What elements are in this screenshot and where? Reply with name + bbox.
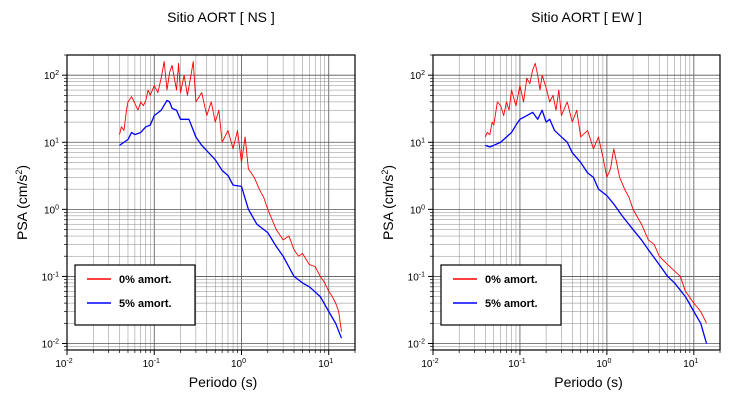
y-axis-label: PSA (cm/s2) — [380, 165, 396, 240]
x-tick-label: 10-1 — [143, 358, 160, 370]
legend-label: 5% amort. — [119, 298, 172, 310]
plot-frame — [66, 54, 356, 351]
x-axis-label: Periodo (s) — [189, 374, 257, 390]
series-line-amort-5 — [485, 109, 708, 344]
chart-panel-ns: 10-2 10-1 100 101 10-2 10-1 100 101 102 Sitio AOR… — [14, 9, 356, 390]
y-tick-label: 10-1 — [42, 271, 59, 283]
x-tick-label: 10-2 — [421, 358, 438, 370]
legend-label: 0% amort. — [119, 274, 172, 286]
y-tick-label: 101 — [410, 137, 425, 149]
legend-label: 5% amort. — [485, 298, 538, 310]
y-tick-label: 10-1 — [408, 271, 425, 283]
legend-box — [74, 264, 196, 326]
chart-title: Sitio AORT [ EW ] — [531, 9, 642, 25]
series-line-amort-5 — [119, 99, 343, 339]
y-axis-label: PSA (cm/s2) — [14, 165, 30, 240]
y-tick-label: 102 — [44, 70, 59, 82]
y-tick-label: 10-2 — [42, 338, 59, 350]
legend-box — [440, 264, 562, 326]
x-tick-label: 101 — [683, 358, 698, 370]
y-tick-label: 100 — [410, 204, 425, 216]
plot-frame — [432, 54, 721, 351]
chart-panel-ew: 10-2 10-1 100 101 10-2 10-1 100 101 102 Sitio AOR… — [380, 9, 721, 390]
x-tick-label: 10-2 — [55, 358, 72, 370]
x-tick-label: 100 — [231, 358, 246, 370]
x-axis-label: Periodo (s) — [554, 374, 622, 390]
y-tick-label: 101 — [44, 137, 59, 149]
y-tick-label: 100 — [44, 204, 59, 216]
series-line-amort-0 — [484, 62, 707, 324]
y-tick-label: 102 — [410, 70, 425, 82]
x-tick-label: 101 — [318, 358, 333, 370]
legend-label: 0% amort. — [485, 274, 538, 286]
y-tick-label: 10-2 — [408, 338, 425, 350]
series-line-amort-0 — [119, 61, 342, 332]
x-tick-label: 100 — [596, 358, 611, 370]
chart-title: Sitio AORT [ NS ] — [167, 9, 275, 25]
x-tick-label: 10-1 — [508, 358, 525, 370]
